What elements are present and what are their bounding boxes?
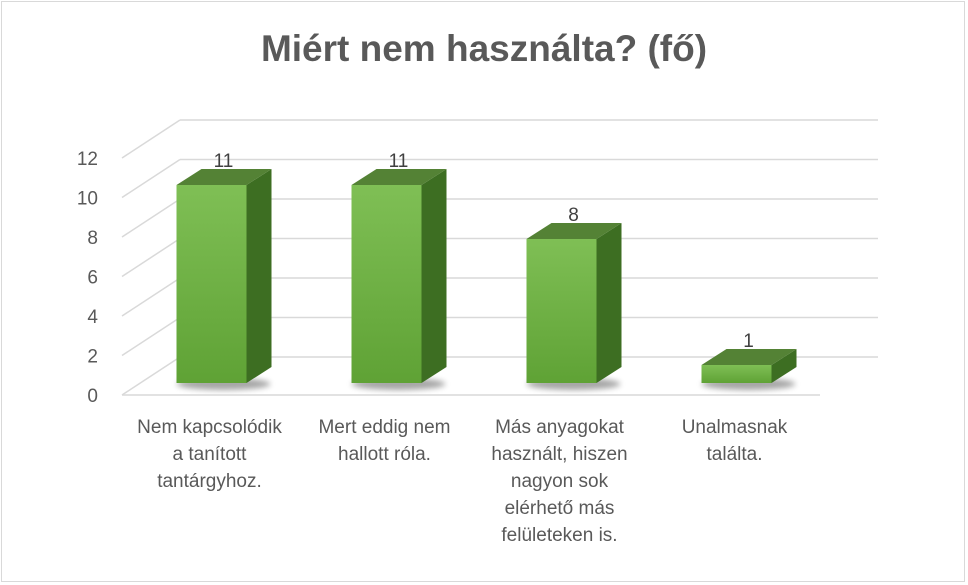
y-tick-label: 4 [87,307,98,328]
y-tick-label: 10 [77,189,98,210]
data-label: 1 [743,331,754,352]
x-category-label: Más anyagokat használt, hiszen nagyon so… [491,417,628,546]
bar [526,239,597,383]
bar-side [421,169,447,383]
bar-side [246,169,272,383]
y-tick-label: 2 [87,347,98,368]
x-category-label: Nem kapcsolódik a tanított tantárgyhoz. [137,417,282,492]
bar-top [526,223,622,239]
y-tick-label: 12 [77,149,98,170]
bar-side [596,223,622,383]
data-label: 11 [214,151,234,172]
y-tick-label: 6 [87,268,98,289]
gridline-side [121,158,181,199]
bar [351,185,422,383]
bar [701,365,772,383]
data-label: 8 [568,205,579,226]
gridline-side [121,356,181,396]
bar-top [176,169,272,185]
bar [176,185,247,383]
gridline-side [121,198,181,238]
gridline-side [121,316,181,357]
gridline-side [121,119,181,159]
bar-top [701,349,797,365]
bar-top [351,169,447,185]
chart-title: Miért nem használta? (fő) [260,28,708,69]
y-tick-label: 8 [87,228,98,249]
x-category-label: Unalmasnak találta. [681,417,788,465]
x-category-label: Mert eddig nem hallott róla. [318,417,451,465]
gridline-side [121,237,181,278]
bar-side [771,349,797,383]
data-label: 11 [389,151,409,172]
y-tick-label: 0 [87,386,98,407]
gridline-side [121,277,181,317]
